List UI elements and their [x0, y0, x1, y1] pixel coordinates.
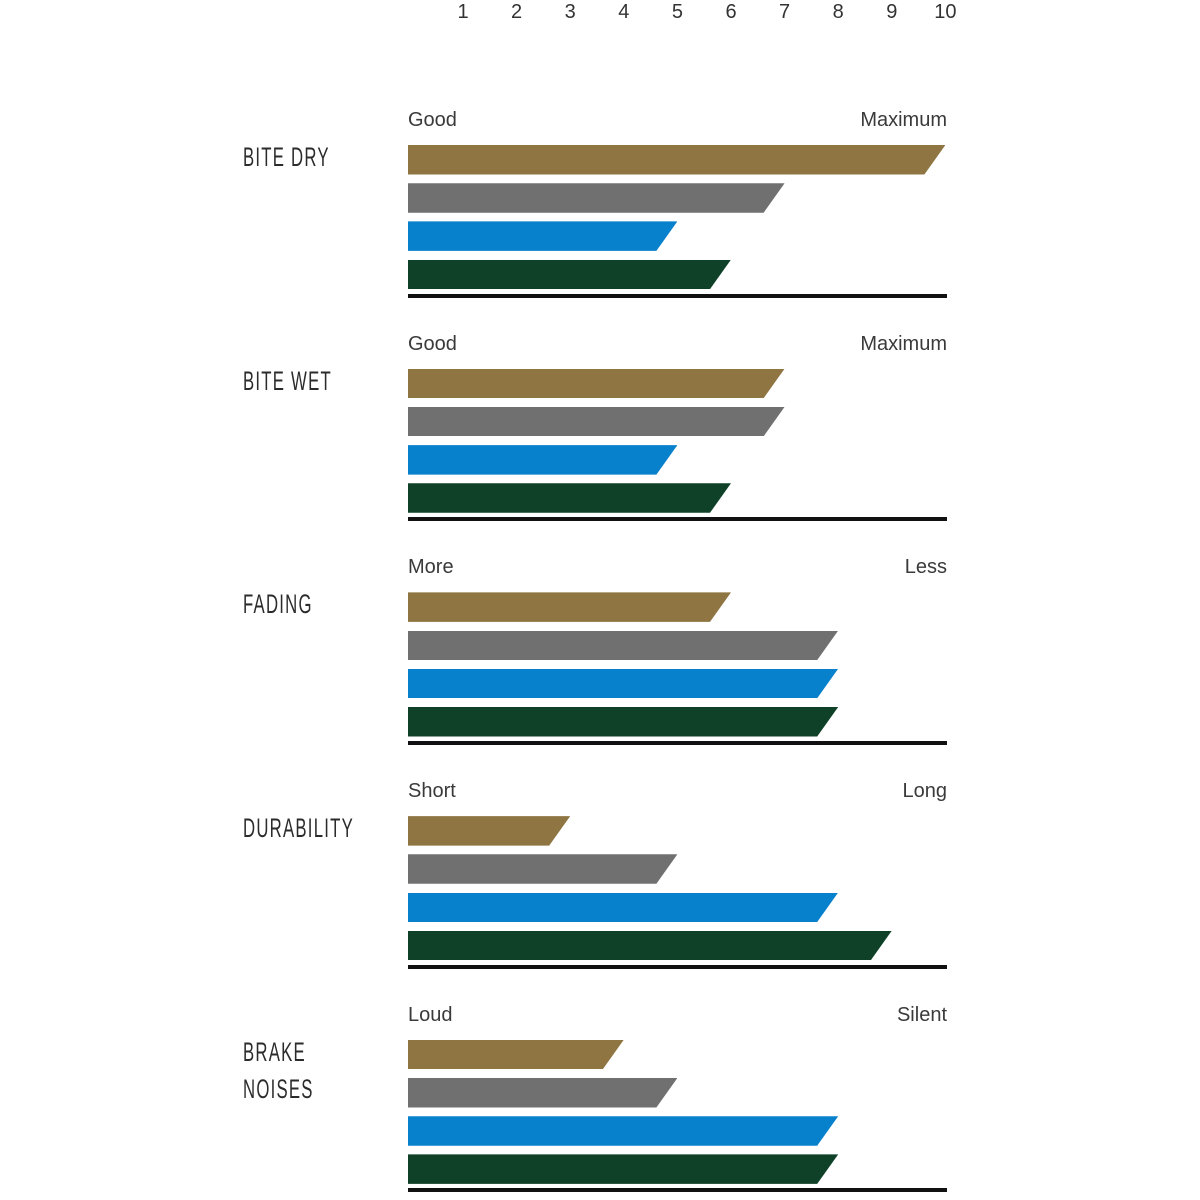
axis-baseline — [408, 740, 947, 745]
category-label-line: DURABILITY — [243, 813, 355, 844]
bar-grey — [408, 854, 677, 884]
scale-tick-5: 5 — [671, 1, 683, 23]
category-label: BITE DRY — [243, 139, 330, 176]
scale-tick-1: 1 — [457, 1, 469, 23]
category-label: FADING — [243, 586, 313, 623]
qualifier-right: Maximum — [860, 332, 947, 355]
bar-blue — [408, 445, 677, 475]
axis-baseline — [408, 517, 947, 522]
bar-grey — [408, 183, 785, 213]
qualifier-left: Short — [408, 780, 456, 803]
qualifier-right: Maximum — [860, 109, 947, 131]
bar-blue — [408, 893, 838, 923]
qualifier-left: Good — [408, 109, 457, 131]
bar-gold — [408, 816, 570, 846]
bar-grey — [408, 631, 838, 661]
category-label: DURABILITY — [243, 810, 354, 847]
scale-tick-4: 4 — [618, 1, 630, 23]
bar-green — [408, 260, 731, 290]
qualifier-left: Loud — [408, 1003, 453, 1026]
bar-grey — [408, 1078, 677, 1108]
scale-tick-7: 7 — [779, 1, 791, 23]
qualifier-right: Long — [902, 780, 948, 803]
scale-tick-6: 6 — [725, 1, 737, 23]
bar-green — [408, 931, 892, 961]
category-label: BITE WET — [243, 363, 332, 400]
scale-tick-8: 8 — [832, 1, 844, 23]
bar-green — [408, 707, 838, 737]
scale-tick-3: 3 — [564, 1, 576, 23]
bar-blue — [408, 669, 838, 699]
category-label-line: BITE DRY — [243, 142, 330, 172]
axis-baseline — [408, 1188, 947, 1193]
bar-blue — [408, 1116, 838, 1146]
axis-baseline — [408, 964, 947, 969]
category-label: BRAKE NOISES — [243, 1034, 314, 1108]
qualifier-right: Less — [904, 556, 947, 579]
scale-tick-10: 10 — [934, 1, 957, 23]
bar-gold — [408, 145, 945, 175]
axis-baseline — [408, 293, 947, 298]
bar-green — [408, 1154, 838, 1184]
scale-tick-2: 2 — [511, 1, 523, 23]
category-label-line: NOISES — [243, 1073, 314, 1104]
qualifier-left: Good — [408, 332, 457, 355]
qualifier-left: More — [408, 556, 454, 579]
bar-gold — [408, 369, 785, 399]
category-label-line: BRAKE — [243, 1036, 306, 1067]
bar-gold — [408, 592, 731, 622]
bar-grey — [408, 407, 785, 437]
bar-gold — [408, 1040, 624, 1070]
bar-blue — [408, 221, 677, 251]
category-label-line: BITE WET — [243, 365, 332, 396]
bar-green — [408, 483, 731, 513]
qualifier-right: Silent — [896, 1003, 947, 1026]
scale-tick-9: 9 — [886, 1, 898, 23]
category-label-line: FADING — [243, 589, 313, 620]
